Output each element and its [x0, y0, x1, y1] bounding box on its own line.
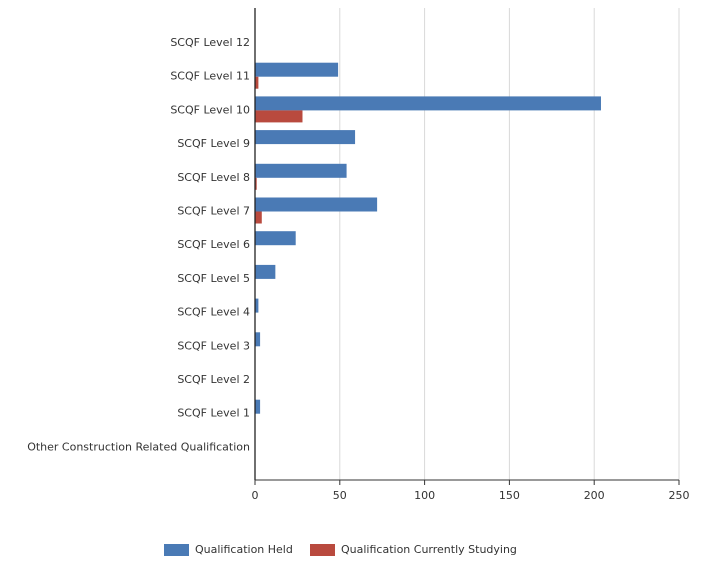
x-tick-label: 50	[333, 489, 347, 502]
legend-label-studying: Qualification Currently Studying	[341, 543, 517, 556]
bar-studying	[255, 177, 257, 190]
bar-studying	[255, 76, 259, 89]
legend-swatch-held	[164, 543, 189, 556]
bar-held	[255, 197, 378, 212]
bar-held	[255, 298, 259, 313]
bar-held	[255, 96, 601, 111]
x-tick-label: 250	[669, 489, 690, 502]
bar-studying	[255, 211, 262, 224]
bar-held	[255, 163, 347, 178]
bar-held	[255, 130, 356, 145]
x-tick-label: 0	[252, 489, 259, 502]
legend-swatch-studying	[310, 543, 335, 556]
y-category-label: SCQF Level 3	[177, 339, 250, 352]
y-category-label: SCQF Level 11	[170, 70, 250, 83]
y-category-label: SCQF Level 5	[177, 272, 250, 285]
y-category-label: SCQF Level 6	[177, 238, 250, 251]
legend-item-studying[interactable]: Qualification Currently Studying	[310, 543, 517, 556]
bar-held	[255, 399, 261, 414]
y-category-label: SCQF Level 12	[170, 36, 250, 49]
x-tick-label: 200	[584, 489, 605, 502]
bar-held	[255, 231, 296, 246]
legend: Qualification Held Qualification Current…	[0, 543, 713, 559]
x-tick-label: 100	[414, 489, 435, 502]
legend-item-held[interactable]: Qualification Held	[164, 543, 293, 556]
y-category-label: SCQF Level 4	[177, 306, 250, 319]
bar-held	[255, 62, 339, 77]
bar-held	[255, 332, 261, 347]
y-category-label: Other Construction Related Qualification	[27, 440, 250, 453]
bar-held	[255, 264, 276, 279]
y-category-label: SCQF Level 2	[177, 373, 250, 386]
x-tick-label: 150	[499, 489, 520, 502]
y-category-label: SCQF Level 7	[177, 205, 250, 218]
y-category-label: SCQF Level 8	[177, 171, 250, 184]
y-category-label: SCQF Level 9	[177, 137, 250, 150]
legend-label-held: Qualification Held	[195, 543, 293, 556]
y-category-label: SCQF Level 10	[170, 103, 250, 116]
bar-studying	[255, 110, 303, 123]
y-category-label: SCQF Level 1	[177, 407, 250, 420]
